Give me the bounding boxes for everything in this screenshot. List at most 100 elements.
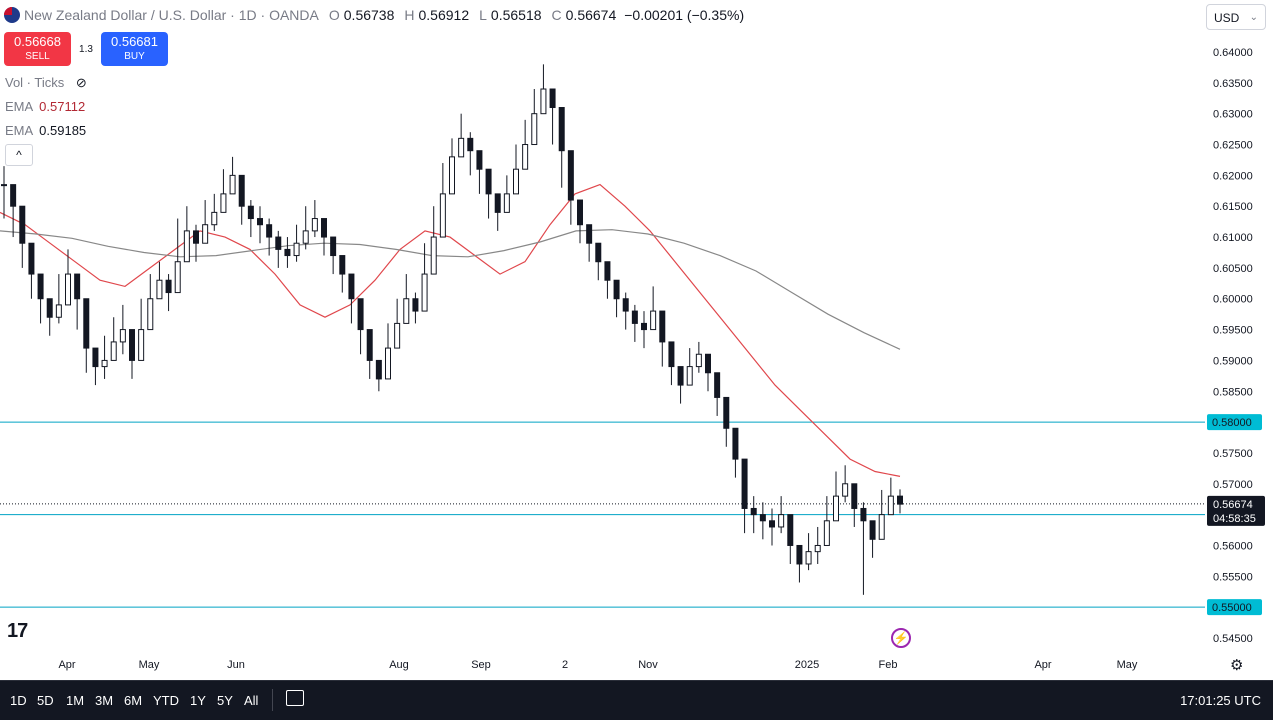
candle-body (467, 137, 474, 152)
x-tick-label: Feb (879, 659, 898, 671)
indicator-ema-slow[interactable]: EMA 0.59185 (5, 123, 86, 138)
candle-body (833, 495, 839, 522)
range-ytd[interactable]: YTD (153, 693, 179, 708)
candle-body (394, 322, 401, 349)
close-value: 0.56674 (565, 7, 617, 23)
candle-body (156, 279, 163, 300)
range-1y[interactable]: 1Y (190, 693, 206, 708)
high-label: H (404, 7, 415, 23)
ema-fast-line (0, 183, 901, 477)
chart-header: New Zealand Dollar / U.S. Dollar · 1D · … (4, 7, 744, 23)
candle-body (778, 514, 785, 528)
x-tick-label: May (1117, 659, 1138, 671)
candle-body (659, 310, 666, 343)
candle-body (759, 514, 766, 522)
candle-body (193, 230, 199, 244)
candle-body (266, 224, 273, 238)
indicator-volume-name: Vol · Ticks (5, 75, 65, 90)
range-5y[interactable]: 5Y (217, 693, 233, 708)
candle-body (37, 273, 44, 300)
ema-slow-line (0, 229, 901, 350)
candle-body (385, 347, 391, 380)
candle-body (366, 329, 373, 361)
range-1d[interactable]: 1D (10, 693, 27, 708)
x-tick-label: Sep (471, 659, 491, 671)
candle-body (549, 88, 556, 109)
candle-body (74, 273, 81, 300)
candle-body (119, 329, 126, 343)
candle-body (174, 261, 181, 294)
price-chart[interactable]: 0.64000 0.63500 0.63000 0.62500 0.62000 0.615… (0, 0, 1273, 680)
candle-body (138, 329, 145, 361)
collapse-indicators-button[interactable]: ^ (5, 144, 33, 166)
lightning-icon[interactable]: ⚡ (891, 628, 911, 648)
candle-body (860, 507, 867, 522)
candle-body (641, 322, 647, 331)
indicator-volume[interactable]: Vol · Ticks ⊘ (5, 75, 87, 91)
open-value: 0.56738 (343, 7, 395, 23)
candle-body (613, 279, 620, 300)
eye-off-icon[interactable]: ⊘ (75, 75, 87, 90)
candle-body (842, 483, 849, 497)
range-6m[interactable]: 6M (124, 693, 143, 708)
candle-body (101, 359, 108, 368)
x-tick-label: Apr (1034, 659, 1051, 671)
candle-body (65, 273, 71, 306)
range-3m[interactable]: 3M (95, 693, 114, 708)
candle-body (284, 248, 291, 257)
candle-body (476, 150, 483, 170)
candle-body (631, 310, 638, 324)
indicator-ema-slow-name: EMA (5, 123, 34, 138)
candle-body (330, 236, 337, 257)
currency-label: USD (1214, 11, 1240, 25)
range-5d[interactable]: 5D (37, 693, 54, 708)
calendar-range-icon[interactable] (286, 690, 304, 706)
candle-body (28, 242, 35, 275)
y-tick-label: 0.55500 (1213, 571, 1253, 583)
range-1m[interactable]: 1M (66, 693, 85, 708)
candle-body (851, 483, 858, 509)
chevron-up-icon: ^ (16, 148, 22, 162)
range-all[interactable]: All (244, 693, 259, 708)
candle-body (357, 298, 364, 331)
y-tick-label: 0.58500 (1213, 386, 1253, 398)
y-tick-label: 0.63000 (1213, 109, 1253, 121)
gear-icon[interactable]: ⚙ (1230, 657, 1244, 674)
candle-body (147, 298, 154, 331)
candle-body (732, 427, 739, 460)
candle-body (110, 341, 117, 361)
candle-body (494, 193, 501, 213)
candle-body (750, 507, 757, 516)
x-tick-label: 2 (562, 659, 568, 671)
candle-body (55, 304, 62, 318)
y-tick-label: 0.60000 (1213, 294, 1253, 306)
low-label: L (479, 7, 487, 23)
y-tick-label: 0.57000 (1213, 479, 1253, 491)
sell-price: 0.56668 (14, 34, 61, 49)
candle-body (46, 298, 53, 318)
candle-body (92, 347, 99, 368)
currency-selector[interactable]: USD ⌄ (1206, 4, 1266, 30)
candle-body (558, 107, 565, 152)
candle-body (622, 298, 629, 312)
candle-body (604, 261, 611, 281)
y-tick-label: 0.59000 (1213, 355, 1253, 367)
buy-button[interactable]: 0.56681 BUY (101, 32, 168, 66)
y-tick-label: 0.59500 (1213, 325, 1253, 337)
symbol-title[interactable]: New Zealand Dollar / U.S. Dollar · 1D · … (24, 7, 319, 23)
last-price-label: 0.56674 (1213, 499, 1253, 511)
candle-body (83, 298, 90, 349)
utc-clock[interactable]: 17:01:25 UTC (1180, 693, 1261, 708)
change-value: −0.00201 (−0.35%) (624, 7, 745, 23)
candle-body (458, 137, 465, 158)
indicator-ema-fast[interactable]: EMA 0.57112 (5, 99, 85, 114)
candle-body (522, 144, 529, 170)
tradingview-logo-icon[interactable]: 17 (7, 620, 28, 642)
candle-body (650, 310, 657, 331)
candle-body (741, 458, 748, 509)
candle-body (787, 514, 794, 546)
candle-body (183, 230, 190, 263)
candle-body (311, 218, 318, 232)
sell-button[interactable]: 0.56668 SELL (4, 32, 71, 66)
candle-body (513, 168, 519, 195)
